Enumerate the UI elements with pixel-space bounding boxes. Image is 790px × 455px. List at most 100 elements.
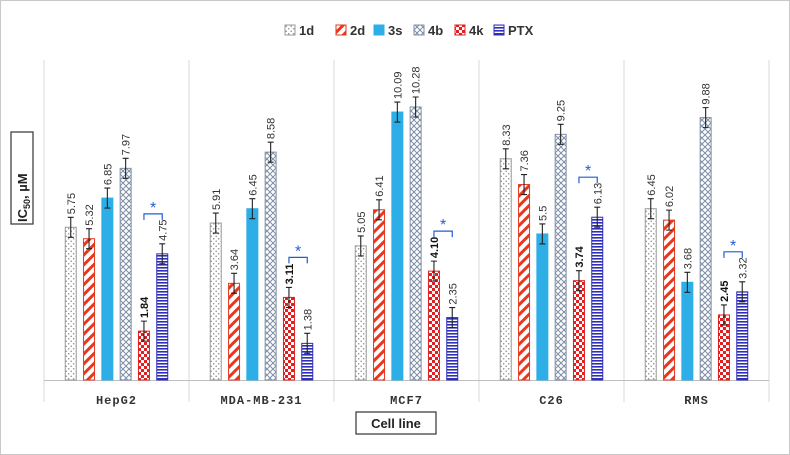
error-bar [304, 332, 311, 354]
legend-label-ptx: PTX [508, 23, 534, 38]
bar-mda-mb-231-3s [246, 208, 259, 381]
value-labels: 5.75 5.32 6.85 7.97 1.84 4.75 5.91 3.64 6.45 8.58… [66, 66, 750, 330]
bar-mda-mb-231-1d [209, 222, 222, 381]
value-label-c26-4b: 9.25 [556, 100, 568, 121]
value-label-hepg2-ptx: 4.75 [157, 219, 169, 240]
value-label-rms-4k: 2.45 [719, 281, 731, 302]
x-axis-title-box [355, 411, 437, 435]
y-axis-title-main: IC [15, 208, 30, 222]
legend-swatch-4k [454, 24, 466, 36]
value-label-mcf7-3s: 10.09 [392, 72, 404, 100]
bar-rms-4b [699, 117, 712, 381]
value-label-mcf7-4b: 10.28 [411, 66, 423, 94]
significance-star: * [585, 163, 591, 180]
bar-c26-ptx [591, 216, 604, 381]
bar-hepg2-3s [101, 197, 114, 381]
value-label-rms-4b: 9.88 [701, 83, 713, 104]
error-bar [212, 212, 219, 234]
y-axis-title-text: IC50, µM [15, 173, 32, 222]
legend-label-4b: 4b [428, 23, 443, 38]
error-bar [502, 148, 509, 170]
value-label-mda-mb-231-ptx: 1.38 [302, 309, 314, 330]
error-bar [412, 96, 419, 118]
bar-rms-1d [644, 208, 657, 381]
error-bar [702, 107, 709, 129]
value-label-rms-3s: 3.68 [682, 248, 694, 269]
legend-item-4k: 4k [454, 23, 484, 38]
y-axis-title-sub: 50 [22, 199, 32, 209]
error-bar [394, 101, 401, 123]
value-label-hepg2-2d: 5.32 [84, 204, 96, 225]
error-bar [720, 304, 727, 326]
value-label-c26-4k: 3.74 [574, 245, 586, 267]
error-bar [521, 173, 528, 196]
significance-markers: * * * * * [143, 163, 743, 264]
legend-swatch-1d [284, 24, 296, 36]
bar-mcf7-4k [427, 270, 440, 381]
legend-item-ptx: PTX [493, 23, 534, 38]
bar-hepg2-ptx [156, 253, 169, 381]
value-label-mda-mb-231-3s: 6.45 [247, 174, 259, 195]
error-bar [430, 260, 437, 282]
significance-bracket [433, 230, 453, 238]
value-label-rms-2d: 6.02 [664, 186, 676, 207]
error-bar [357, 235, 364, 257]
bar-rms-2d [663, 219, 676, 381]
value-label-mcf7-ptx: 2.35 [447, 283, 459, 304]
legend-label-4k: 4k [469, 23, 484, 38]
category-separators [43, 60, 770, 402]
error-bar [104, 187, 111, 209]
value-label-c26-2d: 7.36 [519, 150, 531, 171]
legend-label-3s: 3s [388, 23, 402, 38]
category-labels: HepG2 MDA-MB-231 MCF7 C26 RMS [96, 394, 709, 408]
error-bar [666, 209, 673, 231]
error-bar [267, 141, 274, 163]
value-label-c26-3s: 5.5 [537, 206, 549, 221]
value-label-rms-1d: 6.45 [646, 174, 658, 195]
error-bar [647, 198, 654, 220]
significance-star: * [295, 243, 301, 260]
error-bar [285, 286, 292, 308]
error-bar [122, 157, 129, 179]
value-label-hepg2-1d: 5.75 [66, 193, 78, 214]
bar-mda-mb-231-2d [228, 282, 241, 381]
significance-bracket [723, 251, 743, 258]
legend-item-2d: 2d [335, 23, 365, 38]
x-axis-title-text: Cell line [371, 416, 421, 431]
value-label-mda-mb-231-4b: 8.58 [266, 118, 278, 139]
bar-c26-2d [518, 184, 531, 381]
bar-mcf7-2d [373, 209, 386, 381]
bar-mcf7-3s [391, 111, 404, 381]
bar-hepg2-4b [119, 167, 132, 381]
error-bar [231, 272, 238, 294]
error-bar [684, 271, 691, 293]
bar-c26-3s [536, 233, 549, 381]
legend-swatch-2d [335, 24, 347, 36]
significance-bracket [143, 213, 163, 220]
legend-swatch-ptx [493, 24, 505, 36]
legend-label-1d: 1d [299, 23, 314, 38]
value-label-mcf7-4k: 4.10 [429, 237, 441, 258]
error-bar [249, 198, 256, 220]
bar-rms-3s [681, 281, 694, 381]
bars [64, 96, 749, 381]
significance-bracket [578, 176, 598, 184]
category-label-rms: RMS [684, 394, 709, 408]
bar-hepg2-2d [83, 238, 96, 381]
legend-label-2d: 2d [350, 23, 365, 38]
value-label-mda-mb-231-4k: 3.11 [284, 264, 296, 285]
error-bar [449, 307, 456, 329]
bar-rms-ptx [736, 291, 749, 381]
legend-item-3s: 3s [373, 23, 402, 38]
bar-c26-4k [572, 280, 585, 381]
legend-swatch-4b [413, 24, 425, 36]
value-label-hepg2-3s: 6.85 [102, 164, 114, 185]
legend: 1d 2d 3s 4b 4k PTX [284, 23, 534, 38]
bar-mda-mb-231-4k [282, 296, 295, 381]
error-bar [539, 223, 546, 245]
value-label-mda-mb-231-1d: 5.91 [211, 189, 223, 210]
x-axis-title: Cell line [355, 411, 437, 435]
value-label-mda-mb-231-2d: 3.64 [229, 249, 241, 270]
category-label-c26: C26 [539, 394, 564, 408]
